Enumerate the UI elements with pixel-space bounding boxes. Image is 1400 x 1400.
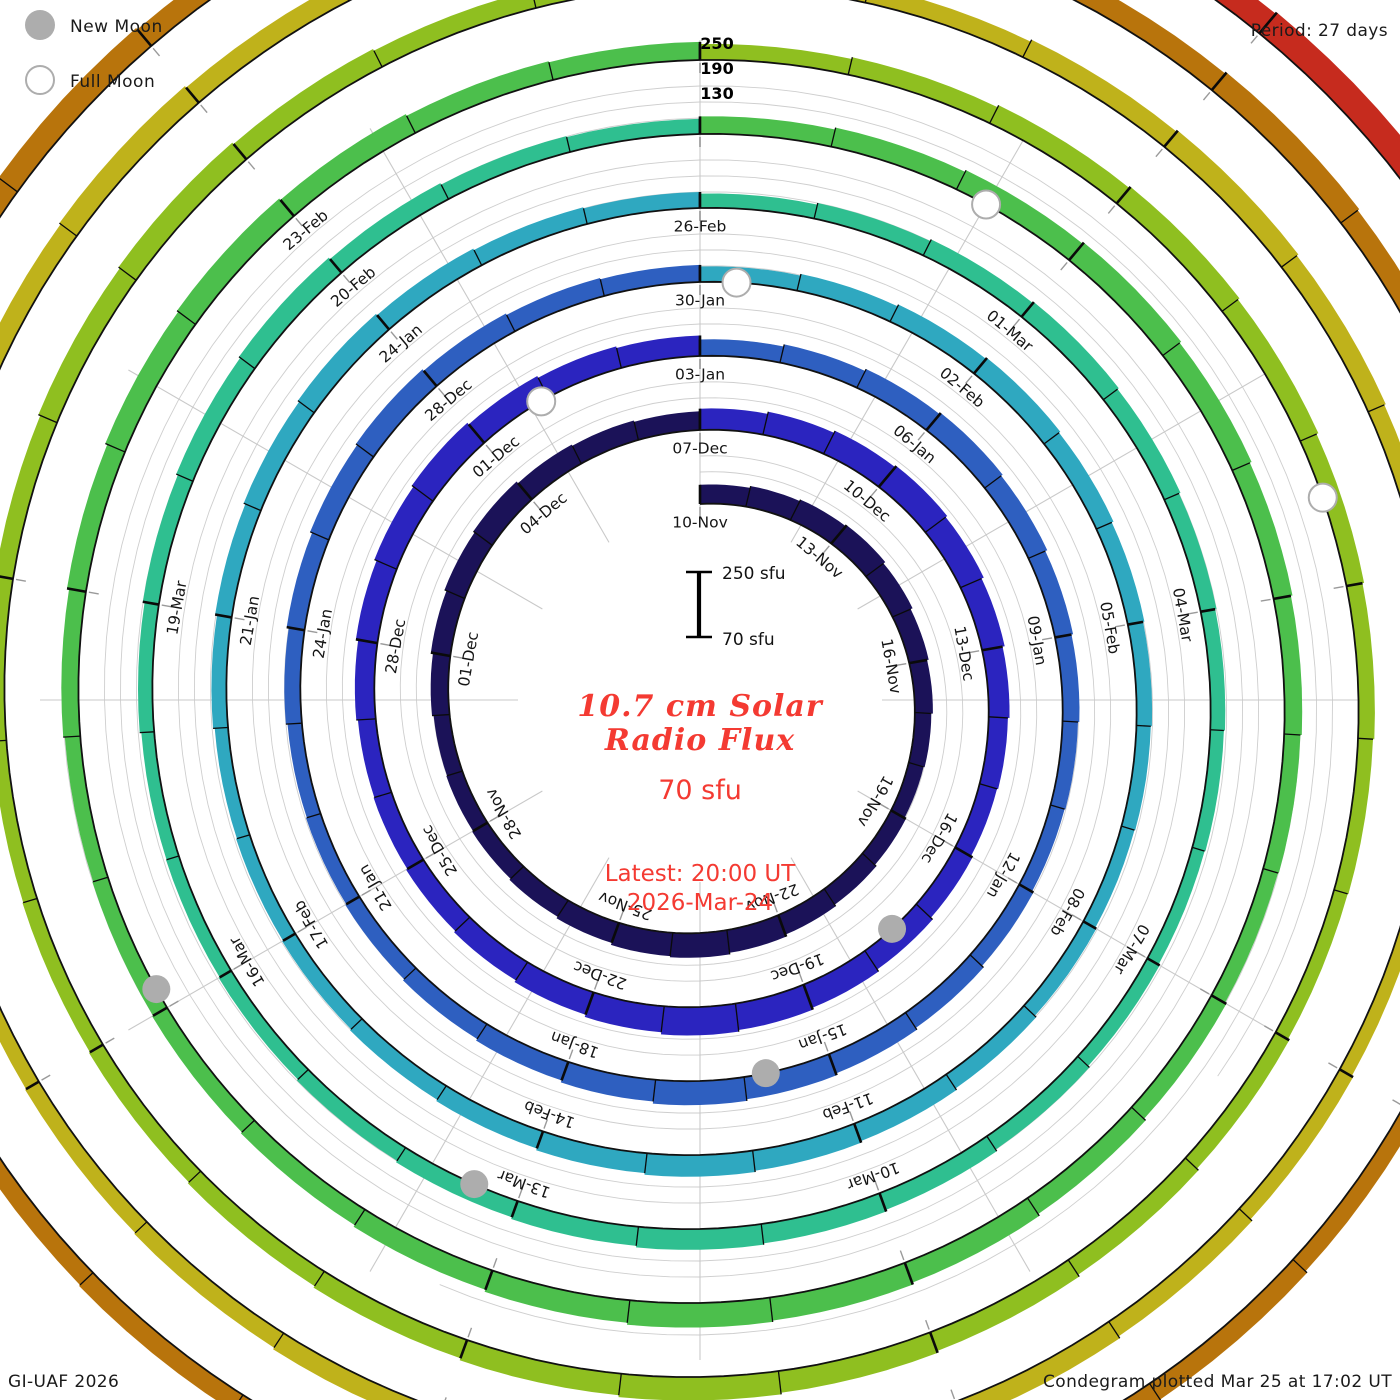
scale-bar-layer: 250 sfu 70 sfu <box>686 564 785 650</box>
ring-date-label: 19-Mar <box>163 579 190 636</box>
scale-tick-190: 190 <box>700 59 734 78</box>
new-moon-marker <box>460 1170 489 1199</box>
ring-date-label: 13-Dec <box>950 625 977 683</box>
scalebar-bottom-label: 70 sfu <box>722 630 775 650</box>
chart-title-line2: Radio Flux <box>604 722 796 758</box>
current-flux-value: 70 sfu <box>658 775 742 806</box>
scalebar-top-label: 250 sfu <box>722 564 785 584</box>
latest-time: Latest: 20:00 UT <box>604 861 796 887</box>
ring-date-label: 09-Jan <box>1024 614 1050 666</box>
ring-date-label: 26-Feb <box>674 218 727 236</box>
new-moon-marker <box>878 914 907 943</box>
full-moon-legend-label: Full Moon <box>70 72 156 92</box>
ring-date-label: 24-Jan <box>310 607 336 659</box>
chart-title-line1: 10.7 cm Solar <box>577 689 823 724</box>
ring-date-label: 03-Jan <box>675 366 725 384</box>
new-moon-swatch-icon <box>25 10 55 40</box>
full-moon-swatch-icon <box>25 65 55 95</box>
full-moon-marker <box>1307 482 1338 513</box>
ring-date-label: 21-Jan <box>237 594 263 646</box>
new-moon-marker <box>142 975 171 1004</box>
ring-date-label: 18-Jan <box>548 1027 601 1061</box>
scale-tick-250: 250 <box>700 34 734 53</box>
latest-date: 2026-Mar-24 <box>626 889 774 916</box>
scale-tick-130: 130 <box>700 84 734 103</box>
ring-date-label: 16-Nov <box>877 637 904 695</box>
ring-date-label: 05-Feb <box>1096 600 1123 655</box>
ring-date-label: 28-Dec <box>382 617 409 675</box>
new-moon-marker <box>751 1059 780 1088</box>
ring-date-label: 30-Jan <box>675 292 725 310</box>
full-moon-marker <box>971 189 1002 220</box>
ring-date-label: 10-Nov <box>672 514 728 532</box>
new-moon-legend-label: New Moon <box>70 17 163 37</box>
credit-label: GI-UAF 2026 <box>8 1372 120 1392</box>
full-moon-marker <box>526 386 557 417</box>
ring-date-label: 04-Mar <box>1169 586 1196 643</box>
plotted-timestamp-label: Condegram plotted Mar 25 at 17:02 UT <box>1043 1372 1392 1392</box>
ring-date-label: 07-Dec <box>672 440 727 458</box>
latest-observation: Latest: 20:00 UT 2026-Mar-24 <box>470 860 930 918</box>
period-label: Period: 27 days <box>1250 21 1388 41</box>
full-moon-marker <box>721 267 752 298</box>
moon-markers-layer <box>142 189 1338 1199</box>
chart-title: 10.7 cm Solar Radio Flux <box>470 690 930 757</box>
ring-date-label: 01-Dec <box>455 630 482 688</box>
